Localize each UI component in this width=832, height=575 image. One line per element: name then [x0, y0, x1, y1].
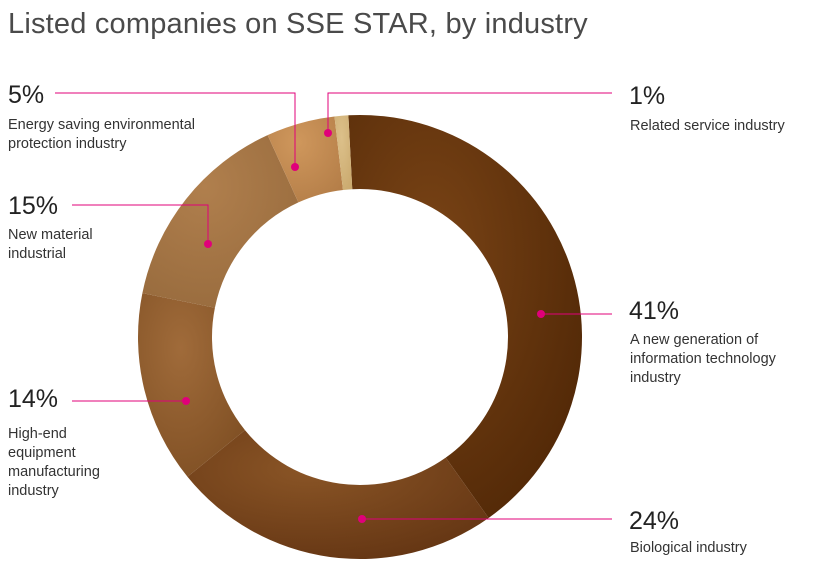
legend-label-high-end-equipment: High-end equipment manufacturing industr…: [8, 426, 100, 499]
data-label-biological: 24%: [629, 507, 680, 535]
legend-label-biological: Biological industry: [630, 540, 747, 556]
leader-dot-information-technology: [537, 310, 545, 318]
leader-dot-biological: [358, 515, 366, 523]
slice-information-technology: [348, 114, 583, 518]
slice-new-material: [142, 135, 299, 308]
data-label-energy-saving: 5%: [8, 81, 45, 109]
data-label-new-material: 15%: [8, 192, 59, 220]
leader-dot-high-end-equipment: [182, 397, 190, 405]
chart-title: Listed companies on SSE STAR, by industr…: [8, 8, 588, 40]
data-label-information-technology: 41%: [629, 297, 680, 325]
slice-energy-saving: [267, 116, 343, 203]
leader-line-energy-saving: [55, 92, 296, 167]
slice-biological: [187, 430, 489, 559]
leader-dot-energy-saving: [291, 163, 299, 171]
leader-dot-related-service: [324, 129, 332, 137]
legend-label-related-service: Related service industry: [630, 118, 785, 134]
leader-dot-new-material: [204, 240, 212, 248]
legend-label-information-technology: A new generation of information technolo…: [630, 332, 776, 386]
leader-line-new-material: [72, 204, 209, 244]
slice-high-end-equipment: [138, 293, 245, 477]
slice-related-service: [334, 115, 353, 190]
legend-label-new-material: New material industrial: [8, 227, 93, 262]
leader-line-related-service: [327, 92, 612, 133]
data-label-high-end-equipment: 14%: [8, 385, 59, 413]
data-label-related-service: 1%: [629, 82, 666, 110]
legend-label-energy-saving: Energy saving environmental protection i…: [8, 117, 195, 152]
